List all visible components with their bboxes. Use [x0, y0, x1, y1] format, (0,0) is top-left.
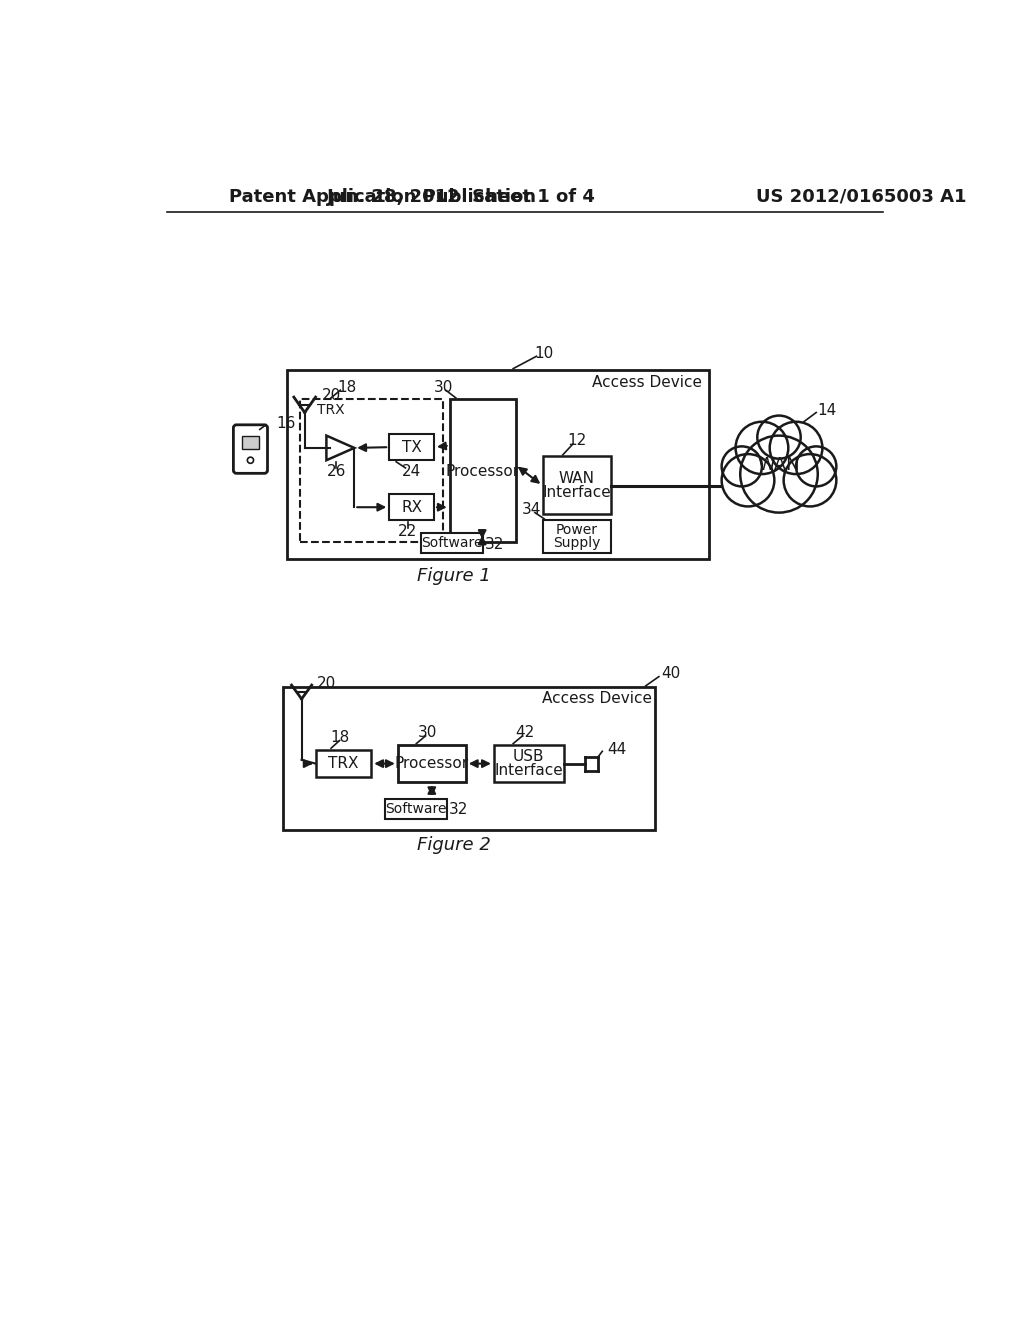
Text: Figure 2: Figure 2: [417, 837, 490, 854]
Text: Software: Software: [421, 536, 482, 549]
Text: 32: 32: [485, 537, 504, 552]
FancyBboxPatch shape: [315, 750, 372, 777]
Text: TX: TX: [401, 440, 422, 454]
Circle shape: [722, 446, 762, 487]
Text: Jun. 28, 2012  Sheet 1 of 4: Jun. 28, 2012 Sheet 1 of 4: [327, 187, 596, 206]
Text: Interface: Interface: [543, 484, 611, 500]
FancyBboxPatch shape: [283, 688, 655, 830]
FancyBboxPatch shape: [397, 744, 466, 781]
Circle shape: [722, 454, 774, 507]
Text: 34: 34: [522, 502, 542, 517]
FancyBboxPatch shape: [543, 457, 611, 515]
Text: Access Device: Access Device: [592, 375, 702, 389]
FancyBboxPatch shape: [233, 425, 267, 474]
Text: 12: 12: [567, 433, 587, 449]
Text: 20: 20: [317, 676, 336, 692]
Text: Processor: Processor: [394, 756, 469, 771]
Text: WAN: WAN: [559, 471, 595, 486]
Text: 10: 10: [535, 346, 554, 360]
Text: 30: 30: [434, 380, 453, 395]
Text: US 2012/0165003 A1: US 2012/0165003 A1: [756, 187, 967, 206]
Text: Interface: Interface: [495, 763, 563, 777]
Text: 18: 18: [337, 380, 356, 395]
Text: 20: 20: [322, 388, 341, 403]
Circle shape: [740, 436, 818, 512]
FancyBboxPatch shape: [242, 436, 259, 449]
Circle shape: [735, 422, 788, 474]
Text: TRX: TRX: [329, 756, 358, 771]
Text: 14: 14: [817, 404, 837, 418]
Text: 42: 42: [515, 725, 535, 741]
Text: Figure 1: Figure 1: [417, 566, 490, 585]
FancyBboxPatch shape: [543, 520, 611, 553]
Circle shape: [770, 422, 822, 474]
Text: RX: RX: [401, 500, 422, 515]
Circle shape: [783, 454, 837, 507]
Text: Patent Application Publication: Patent Application Publication: [228, 187, 536, 206]
Text: Access Device: Access Device: [542, 692, 652, 706]
FancyBboxPatch shape: [385, 799, 447, 818]
Text: 30: 30: [418, 725, 437, 741]
FancyBboxPatch shape: [389, 434, 434, 461]
FancyBboxPatch shape: [300, 400, 443, 543]
Text: 26: 26: [327, 463, 346, 479]
Text: 44: 44: [607, 742, 627, 758]
Text: Processor: Processor: [445, 463, 519, 479]
Text: 18: 18: [330, 730, 349, 744]
Text: Supply: Supply: [553, 536, 600, 549]
Text: 24: 24: [402, 463, 421, 479]
Circle shape: [758, 416, 801, 459]
FancyBboxPatch shape: [450, 400, 515, 543]
FancyBboxPatch shape: [494, 744, 563, 781]
FancyBboxPatch shape: [421, 533, 483, 553]
Text: WAN: WAN: [758, 455, 801, 474]
Text: 22: 22: [398, 524, 418, 539]
Text: TRX: TRX: [317, 403, 345, 417]
Circle shape: [796, 446, 837, 487]
Text: 40: 40: [662, 667, 681, 681]
Text: Software: Software: [386, 803, 447, 816]
Text: 32: 32: [450, 801, 469, 817]
Text: 16: 16: [276, 416, 296, 430]
FancyBboxPatch shape: [389, 494, 434, 520]
Text: USB: USB: [513, 750, 545, 764]
Text: Power: Power: [556, 523, 598, 537]
FancyBboxPatch shape: [287, 370, 710, 558]
